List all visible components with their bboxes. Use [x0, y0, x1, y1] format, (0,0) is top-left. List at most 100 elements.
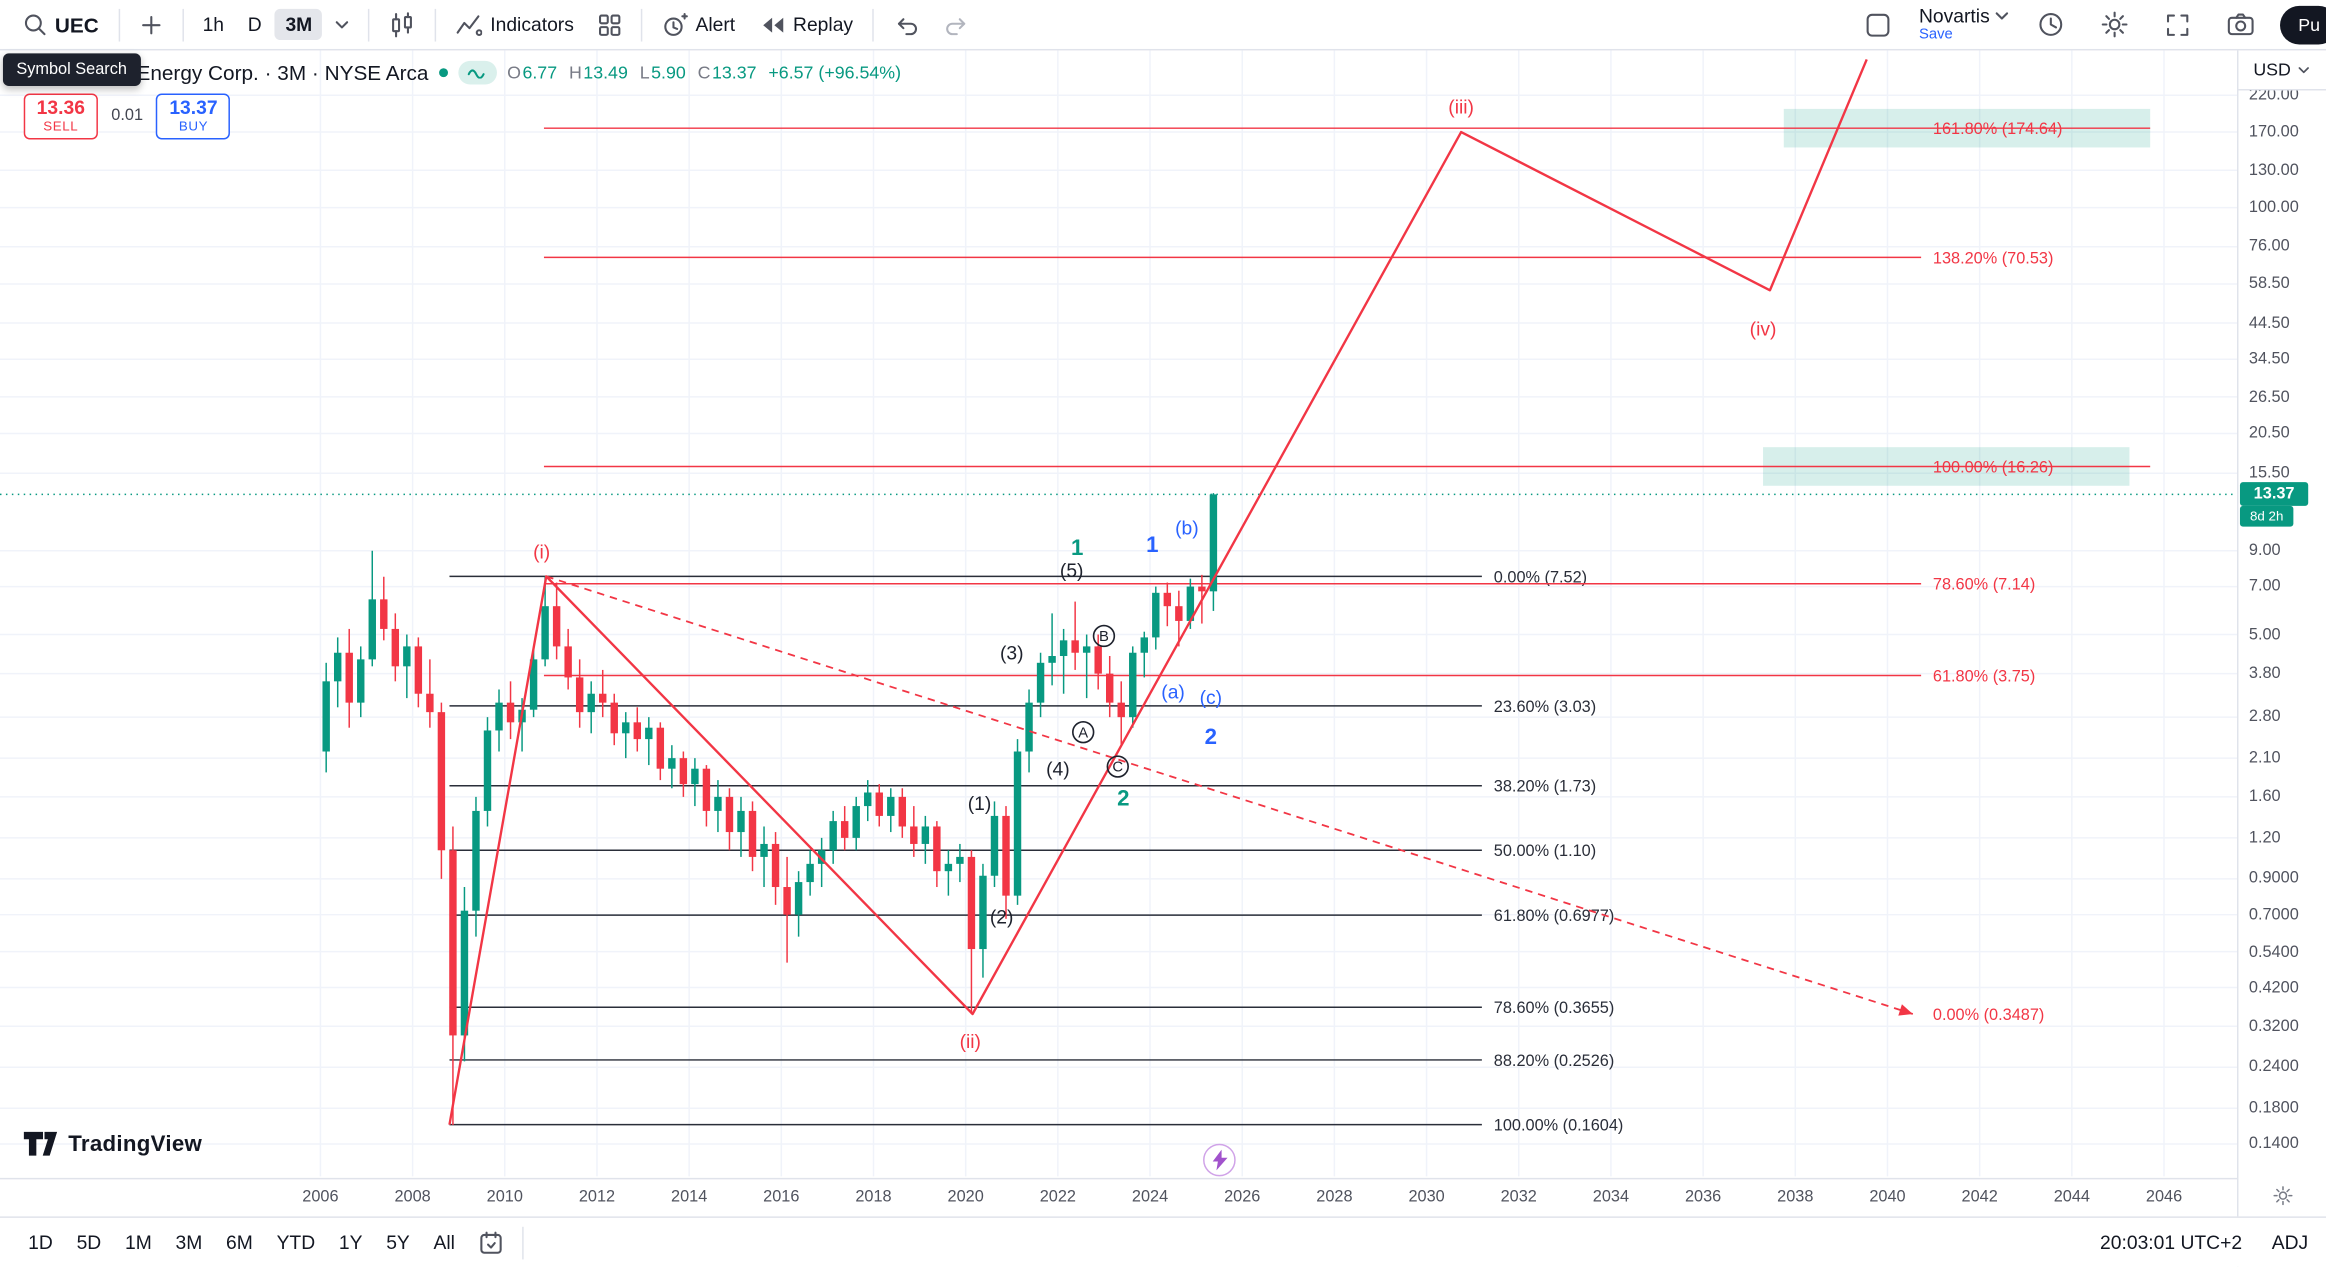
publish-button[interactable]: Pu: [2280, 5, 2326, 44]
svg-text:2032: 2032: [1501, 1188, 1537, 1206]
svg-text:A: A: [1078, 725, 1088, 741]
price-tick: 5.00: [2248, 625, 2281, 644]
svg-text:78.60% (0.3655): 78.60% (0.3655): [1494, 999, 1615, 1017]
lightning-icon: [1211, 1149, 1227, 1171]
price-tick: 3.80: [2248, 664, 2281, 683]
elliott-wave-badge: [458, 60, 497, 85]
undo-button[interactable]: [883, 8, 930, 41]
svg-text:138.20% (70.53): 138.20% (70.53): [1933, 249, 2054, 267]
candlesticks: [322, 493, 1218, 1125]
range-6m-button[interactable]: 6M: [216, 1225, 264, 1259]
settings-button[interactable]: [2091, 4, 2140, 44]
separator: [872, 8, 874, 41]
indicators-label: Indicators: [490, 13, 574, 36]
svg-text:(b): (b): [1175, 519, 1199, 540]
layout-name-menu[interactable]: Novartis: [1919, 5, 2009, 27]
high-value: 13.49: [583, 62, 628, 84]
svg-text:23.60% (3.03): 23.60% (3.03): [1494, 698, 1596, 716]
alert-button[interactable]: Alert: [651, 5, 746, 44]
indicators-icon: [457, 14, 483, 36]
fullscreen-icon: [2167, 13, 2189, 36]
range-1d-button[interactable]: 1D: [18, 1225, 63, 1259]
indicator-templates-button[interactable]: [587, 7, 632, 43]
replay-button[interactable]: Replay: [749, 8, 864, 41]
buy-label: BUY: [178, 118, 209, 134]
interval-3m-button[interactable]: 3M: [275, 8, 323, 41]
bottom-right: 20:03:01 UTC+2 ADJ: [2100, 1231, 2308, 1253]
redo-icon: [946, 17, 966, 35]
range-1y-button[interactable]: 1Y: [328, 1225, 372, 1259]
toolbar-left: UEC 1h D 3M Indicators: [12, 5, 981, 44]
chart-style-button[interactable]: [379, 5, 426, 44]
svg-text:2: 2: [1117, 786, 1129, 811]
fullscreen-button[interactable]: [2154, 5, 2201, 44]
layout-select-button[interactable]: [1854, 5, 1901, 44]
price-tick: 20.50: [2248, 424, 2290, 443]
quick-access-button[interactable]: [2027, 4, 2076, 44]
plus-icon: [141, 15, 160, 34]
indicators-button[interactable]: Indicators: [446, 7, 585, 43]
goto-date-button[interactable]: [468, 1225, 513, 1261]
axis-settings-button[interactable]: [2273, 1185, 2294, 1206]
wave-icon: [467, 69, 485, 79]
svg-text:(i): (i): [533, 542, 550, 563]
svg-text:2030: 2030: [1408, 1188, 1444, 1206]
svg-text:50.00% (1.10): 50.00% (1.10): [1494, 842, 1596, 860]
bar-countdown-badge: 8d 2h: [2239, 506, 2294, 527]
range-3m-button[interactable]: 3M: [165, 1225, 213, 1259]
price-tick: 1.20: [2248, 828, 2281, 847]
bottom-toolbar: 1D 5D 1M 3M 6M YTD 1Y 5Y All 20:03:01 UTC+2 ADJ: [0, 1216, 2326, 1267]
svg-text:C: C: [1112, 760, 1123, 776]
interval-1d-button[interactable]: D: [237, 9, 272, 40]
interval-menu-button[interactable]: [326, 14, 360, 35]
svg-text:(iv): (iv): [1750, 320, 1777, 341]
separator: [640, 8, 643, 41]
save-layout-link[interactable]: Save: [1918, 26, 1953, 44]
price-tick: 130.00: [2248, 161, 2299, 180]
alert-clock-icon: [664, 12, 688, 36]
svg-text:61.80% (0.6977): 61.80% (0.6977): [1494, 907, 1615, 925]
quick-trade-bolt-button[interactable]: [1203, 1143, 1236, 1177]
svg-text:2022: 2022: [1040, 1188, 1076, 1206]
svg-text:2040: 2040: [1869, 1188, 1905, 1206]
replay-label: Replay: [793, 13, 854, 36]
separator: [181, 8, 184, 41]
clock-display[interactable]: 20:03:01 UTC+2: [2100, 1231, 2243, 1254]
low-value: 5.90: [651, 62, 686, 84]
candlestick-icon: [392, 11, 413, 37]
range-1m-button[interactable]: 1M: [115, 1225, 163, 1259]
redo-button[interactable]: [933, 8, 980, 41]
tradingview-logo-text: TradingView: [68, 1131, 203, 1157]
currency-selector[interactable]: USD: [2238, 50, 2326, 91]
svg-text:2044: 2044: [2054, 1188, 2090, 1206]
price-tick: 2.10: [2248, 749, 2281, 768]
snapshot-button[interactable]: [2217, 6, 2266, 43]
symbol-title[interactable]: Energy Corp. · 3M · NYSE Arca: [136, 60, 429, 85]
range-ytd-button[interactable]: YTD: [266, 1225, 325, 1259]
separator: [118, 8, 120, 41]
price-tick: 220.00: [2248, 86, 2299, 105]
svg-text:0.00% (7.52): 0.00% (7.52): [1494, 568, 1587, 586]
range-all-button[interactable]: All: [423, 1225, 465, 1259]
range-5y-button[interactable]: 5Y: [376, 1225, 420, 1259]
svg-text:(4): (4): [1046, 759, 1070, 780]
sell-button[interactable]: 13.36 SELL: [23, 93, 98, 140]
tradingview-logo: TradingView: [23, 1130, 203, 1157]
range-5d-button[interactable]: 5D: [66, 1225, 111, 1259]
buy-button[interactable]: 13.37 BUY: [156, 93, 231, 140]
compare-add-button[interactable]: [128, 7, 173, 43]
svg-text:2008: 2008: [394, 1188, 430, 1206]
price-tick: 0.4200: [2248, 978, 2299, 997]
price-tick: 9.00: [2248, 541, 2281, 560]
svg-text:100.00% (0.1604): 100.00% (0.1604): [1494, 1117, 1624, 1135]
date-range-row: 1D 5D 1M 3M 6M YTD 1Y 5Y All: [18, 1225, 529, 1261]
symbol-search-button[interactable]: UEC: [12, 6, 109, 43]
price-axis[interactable]: USD 220.00 170.00 130.00 100.00 76.00 58.50 44…: [2236, 50, 2326, 1267]
price-tick: 0.9000: [2248, 869, 2299, 888]
adj-toggle[interactable]: ADJ: [2271, 1231, 2309, 1254]
top-toolbar: UEC 1h D 3M Indicators: [0, 0, 2326, 51]
interval-1h-button[interactable]: 1h: [192, 9, 234, 40]
svg-text:2038: 2038: [1777, 1188, 1813, 1206]
